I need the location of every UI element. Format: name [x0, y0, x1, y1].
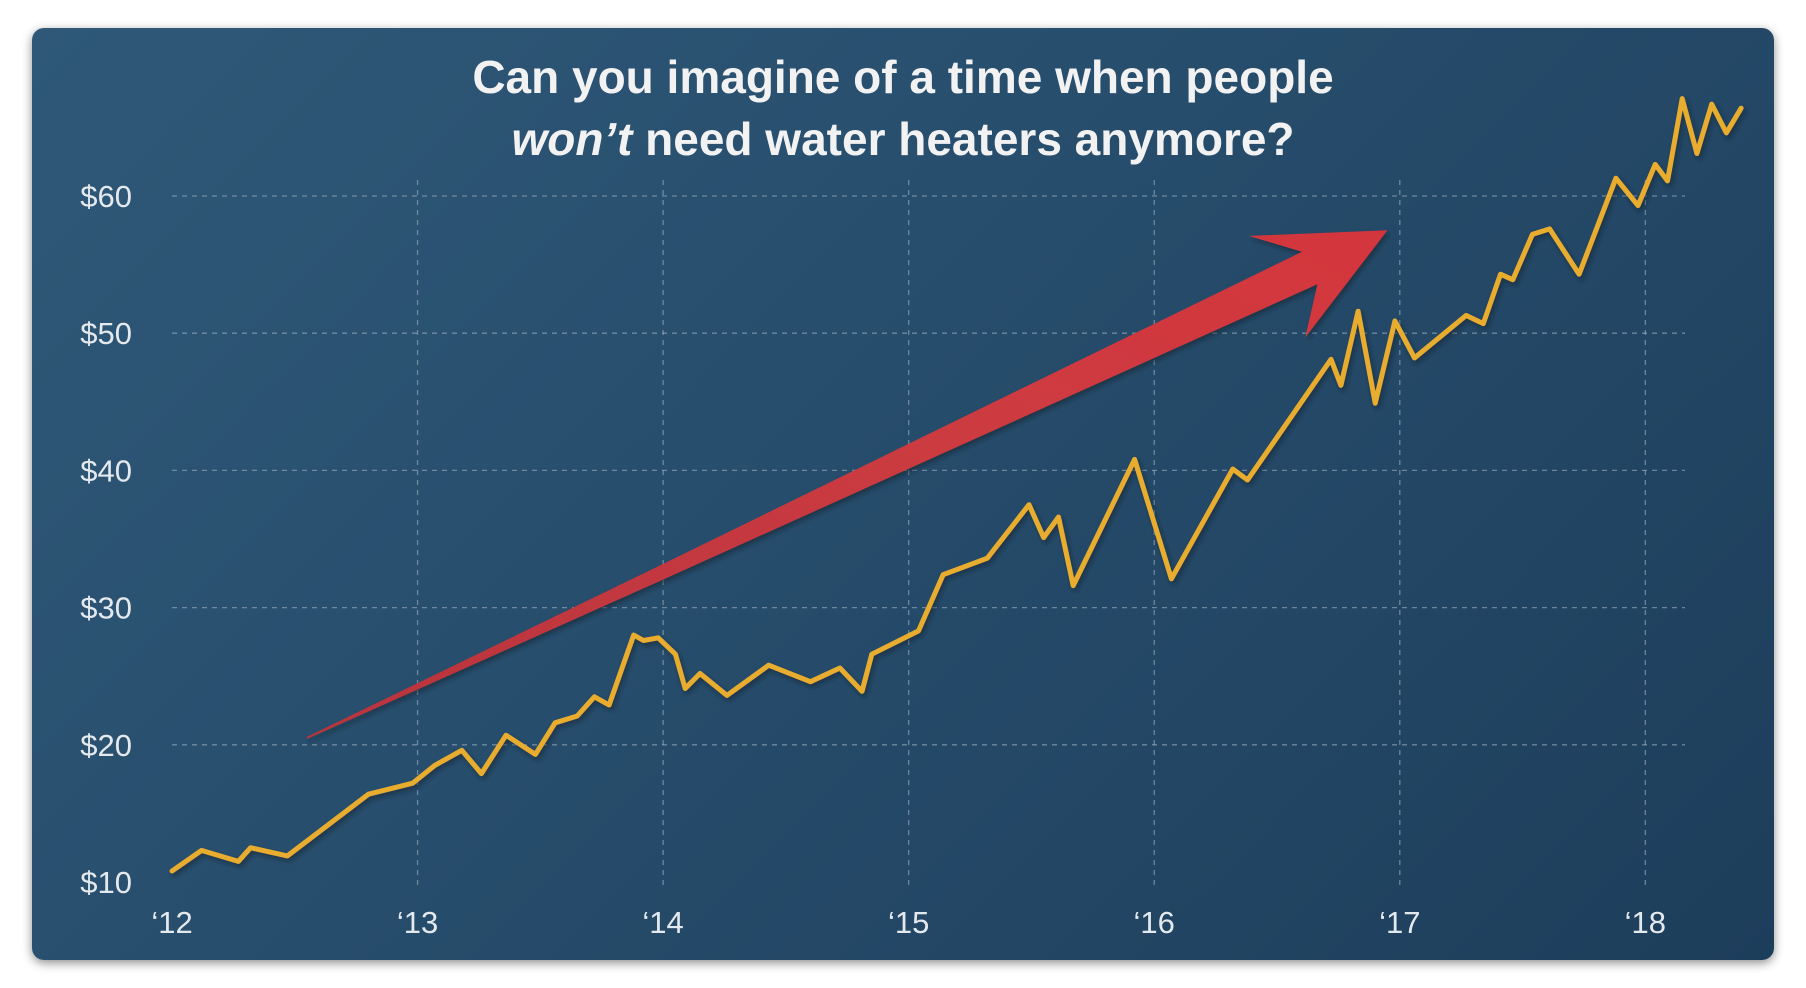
- x-tick-label: ‘13: [397, 905, 438, 940]
- y-tick-label: $10: [80, 865, 132, 900]
- price-series-line: [169, 96, 1744, 874]
- y-tick-label: $20: [80, 728, 132, 763]
- x-tick-label: ‘18: [1625, 905, 1666, 940]
- trend-arrow-layer: [306, 230, 1388, 739]
- x-tick-label: ‘17: [1379, 905, 1420, 940]
- x-tick-label: ‘14: [642, 905, 683, 940]
- chart-title-emphasis: won’t: [511, 113, 634, 165]
- x-axis-labels: ‘12 ‘13 ‘14 ‘15 ‘16 ‘17 ‘18: [151, 905, 1666, 940]
- y-tick-label: $50: [80, 316, 132, 351]
- x-tick-label: ‘16: [1134, 905, 1175, 940]
- grid: [172, 180, 1685, 890]
- y-tick-label: $40: [80, 453, 132, 488]
- x-tick-label: ‘15: [888, 905, 929, 940]
- chart-title-rest: need water heaters anymore?: [632, 113, 1294, 165]
- y-tick-label: $30: [80, 591, 132, 626]
- y-tick-label: $60: [80, 179, 132, 214]
- y-axis-labels: $10 $20 $30 $40 $50 $60: [80, 179, 132, 900]
- series-layer: [169, 96, 1744, 874]
- chart-title-line-2: won’t need water heaters anymore?: [511, 113, 1294, 165]
- trend-arrow: [306, 230, 1388, 739]
- chart-panel: [32, 28, 1774, 960]
- chart-title-line-1: Can you imagine of a time when people: [472, 51, 1333, 103]
- x-tick-label: ‘12: [151, 905, 192, 940]
